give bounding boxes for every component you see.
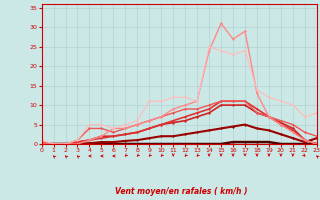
Text: Vent moyen/en rafales ( km/h ): Vent moyen/en rafales ( km/h ) (115, 187, 247, 196)
